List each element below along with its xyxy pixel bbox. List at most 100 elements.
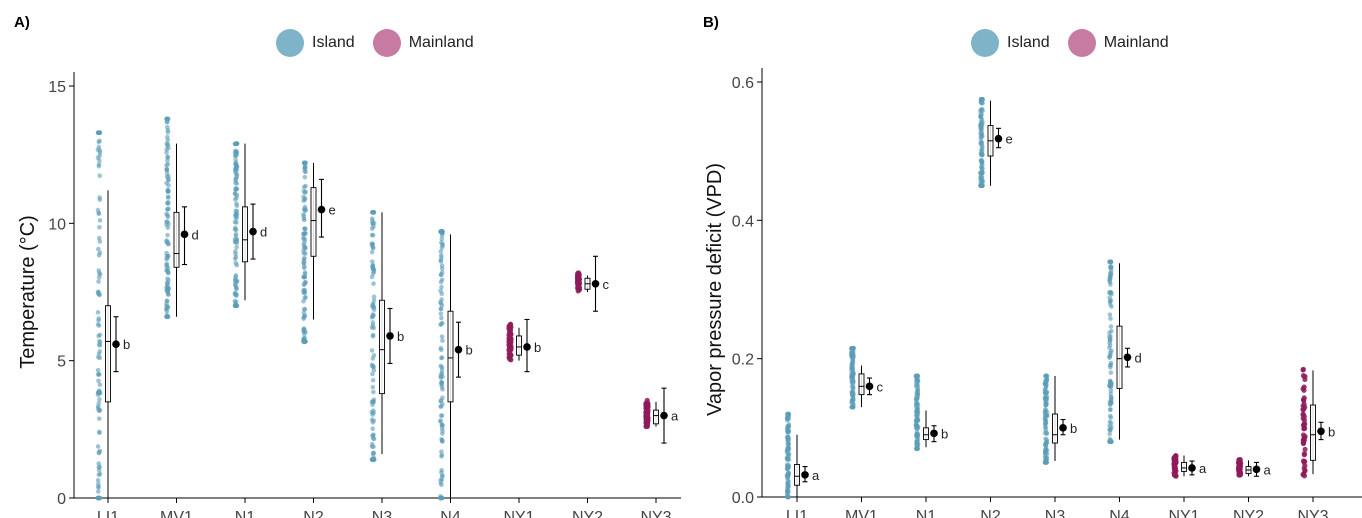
data-point [165,232,170,238]
data-point [644,400,651,406]
data-point [978,119,984,124]
data-point [97,158,102,163]
data-point [850,391,855,397]
data-point [1237,472,1243,478]
legend-item-island: Island [971,29,1050,57]
data-point [369,241,375,246]
data-point [1108,324,1114,329]
data-point [438,347,444,353]
data-point [786,452,791,458]
data-point [1044,439,1050,445]
mean-point [930,429,938,438]
x-tick-label: N4 [440,509,461,518]
box [379,299,385,395]
data-point [97,382,103,388]
y-tick-label: 10 [48,216,66,233]
data-point [95,367,101,373]
data-point [645,409,651,416]
data-point [166,178,171,183]
data-point [371,450,377,456]
significance-letter: c [877,379,884,394]
data-point [96,316,102,321]
data-point [508,357,514,363]
data-point [370,426,376,432]
data-point [232,256,238,262]
legend-mainland-label: Mainland [408,34,474,51]
data-point [1237,457,1243,463]
data-point [1107,312,1113,317]
data-point [96,279,101,284]
data-point [1108,268,1114,274]
mean-point [180,230,189,239]
temperature-chart: 0 5 10 15 Temperature (°C) LI1 b MV1 d N1 d N2 e N3 b N… [17,72,681,518]
data-point [1107,330,1112,335]
data-point [850,381,856,387]
data-point [302,255,307,261]
data-point [95,207,101,213]
x-tick-label: LI1 [786,508,808,518]
significance-letter: b [397,329,404,344]
significance-letter: c [603,277,610,292]
data-point [913,384,919,389]
data-point [1044,409,1050,415]
data-point [302,197,308,202]
data-point [507,324,513,330]
data-point [96,291,102,297]
data-point [302,281,307,287]
significance-letter: b [1070,421,1077,436]
data-point [1043,425,1048,431]
data-point [439,233,445,238]
data-point [164,219,169,224]
data-point [785,446,790,451]
data-point [166,194,171,200]
data-point [371,269,377,275]
data-point [97,224,102,230]
mean-point [1123,353,1132,362]
data-point [233,212,239,218]
data-point [439,334,445,339]
data-point [370,384,376,390]
data-point [371,368,377,373]
data-point [849,347,855,352]
data-point [1302,425,1308,431]
data-point [643,423,649,430]
data-point [1108,394,1114,400]
data-point [438,272,444,278]
mean-point [1252,465,1261,474]
data-point [302,226,307,232]
data-point [849,375,854,381]
mean-point [249,227,257,236]
data-point [370,377,376,383]
data-point [979,140,984,146]
data-point [165,276,170,281]
x-tick-label: NY3 [1297,508,1328,518]
data-point [165,155,171,160]
data-point [232,292,238,297]
y-tick-label: 0.6 [732,75,754,92]
data-point [369,417,375,423]
data-point [302,287,307,293]
data-point [1302,446,1308,453]
data-point [1107,295,1112,301]
x-tick-label: N1 [916,508,937,518]
data-point [97,239,103,244]
box [1116,325,1123,389]
data-point [645,405,651,411]
mean-point [317,205,326,214]
data-point [234,174,239,180]
data-point [165,239,170,245]
x-tick-label: NY1 [1168,508,1199,518]
data-point [303,246,308,251]
data-point [849,365,855,371]
legend-island-label: Island [312,34,355,51]
data-point [301,240,307,246]
data-point [1107,290,1113,296]
data-point [786,464,792,470]
data-point [1301,395,1307,401]
data-point [439,355,445,360]
data-point [234,195,239,201]
data-point [850,354,855,360]
data-point [439,236,445,242]
significance-letter: a [812,468,820,483]
x-tick-label: LI1 [97,509,119,518]
